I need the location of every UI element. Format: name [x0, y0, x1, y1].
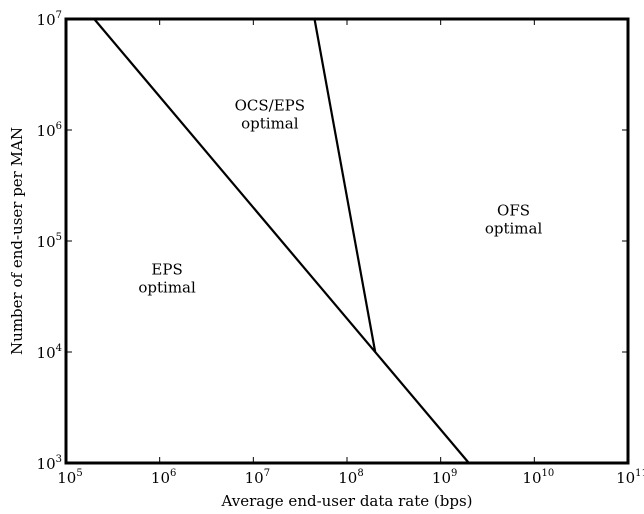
x-axis-title: Average end-user data rate (bps) — [221, 492, 473, 510]
y-tick-label: 106 — [37, 121, 62, 140]
x-tick-label: 1010 — [522, 468, 554, 487]
y-axis-title: Number of end-user per MAN — [8, 127, 26, 355]
series-lines — [93, 18, 470, 464]
series-line-1 — [93, 18, 470, 464]
x-tick-label: 108 — [338, 468, 363, 487]
y-tick-label: 103 — [37, 454, 62, 473]
region-label: EPS optimal — [138, 260, 196, 296]
series-line-2 — [313, 18, 377, 353]
y-tick-label: 104 — [37, 343, 62, 362]
region-label: OFS optimal — [485, 201, 543, 237]
x-tick-label: 109 — [432, 468, 457, 487]
x-tick-label: 107 — [245, 468, 270, 487]
region-labels: OCS/EPS optimal OFS optimal EPS optimal — [138, 96, 542, 296]
axis-ticks — [65, 18, 629, 464]
y-tick-label: 107 — [37, 10, 62, 29]
y-tick-label: 105 — [37, 232, 62, 251]
x-tick-label: 106 — [151, 468, 176, 487]
x-tick-label: 105 — [57, 468, 82, 487]
region-label: OCS/EPS optimal — [235, 96, 305, 132]
